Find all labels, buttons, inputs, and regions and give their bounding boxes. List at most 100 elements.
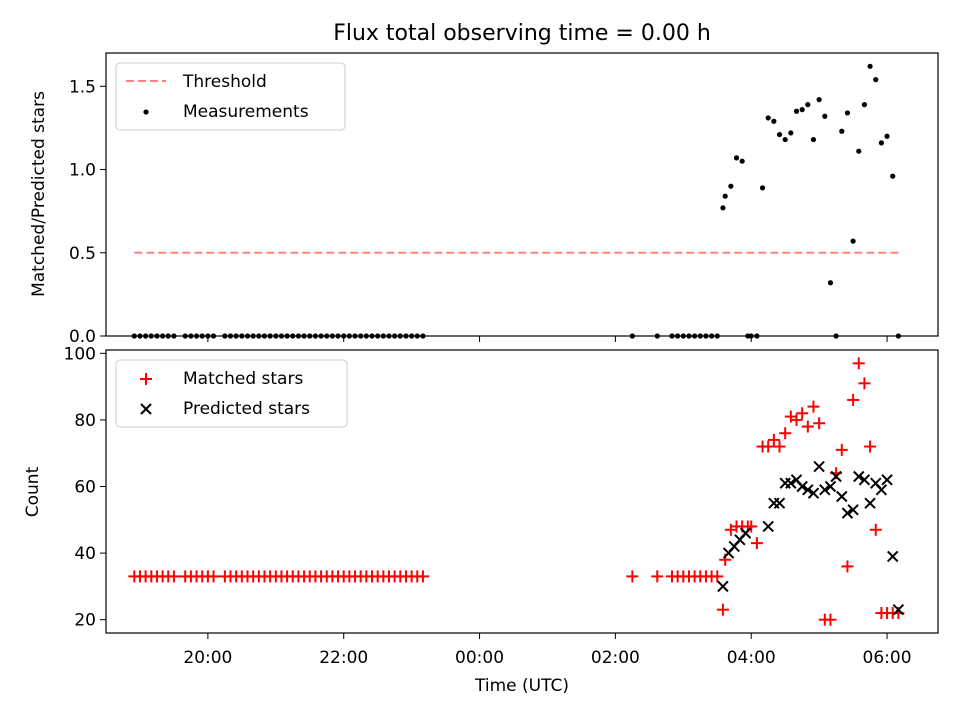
bottom-legend: Matched stars Predicted stars <box>115 359 348 428</box>
measurement-point <box>799 107 805 113</box>
predicted-star-point <box>813 460 825 473</box>
measurement-point <box>733 155 740 161</box>
matched-star-point <box>762 440 775 453</box>
measurement-point <box>890 173 896 179</box>
matched-star-point <box>847 393 860 406</box>
matched-star-point <box>711 570 724 583</box>
top-legend-box <box>115 62 346 131</box>
y-tick-label: 1.0 <box>69 161 96 181</box>
predicted-stars-series <box>717 460 905 616</box>
predicted-star-point <box>847 504 859 516</box>
matched-star-point <box>813 417 826 430</box>
matched-star-point <box>841 560 854 573</box>
predicted-star-point <box>796 480 808 493</box>
bottom-axis-ticks: 20:00 22:00 00:00 02:00 04:00 06:00 20 40 60 80 10… <box>64 344 912 668</box>
measurement-point <box>861 102 868 108</box>
measurement-point <box>810 136 817 143</box>
measurement-point <box>867 63 873 69</box>
predicted-star-point <box>858 474 871 486</box>
bottom-panel: 20:00 22:00 00:00 02:00 04:00 06:00 20 40 60 80 10… <box>23 344 939 696</box>
predicted-star-point <box>864 497 876 509</box>
matched-star-point <box>773 440 786 453</box>
x-tick-label: 22:00 <box>319 648 368 668</box>
measurement-point <box>822 113 828 119</box>
legend-measurements-swatch <box>143 109 149 115</box>
predicted-star-point <box>892 603 905 616</box>
matched-star-point <box>767 433 780 446</box>
predicted-star-point <box>785 477 797 489</box>
x-tick-label: 06:00 <box>863 648 912 668</box>
legend-matched-label: Matched stars <box>183 369 303 389</box>
predicted-star-point <box>853 470 865 483</box>
bottom-plot-frame <box>105 349 939 634</box>
predicted-star-point <box>875 484 888 496</box>
legend-predicted-swatch <box>140 403 152 415</box>
measurement-point <box>844 110 851 116</box>
y-tick-label: 0.0 <box>69 327 96 347</box>
matched-star-point <box>858 377 871 390</box>
matched-star-point <box>416 570 429 583</box>
measurement-point <box>765 115 771 121</box>
predicted-star-point <box>841 507 854 519</box>
y-tick-label: 1.5 <box>69 77 96 97</box>
x-tick-label: 02:00 <box>591 648 640 668</box>
measurement-point <box>728 183 734 189</box>
measurement-point <box>720 205 726 211</box>
predicted-star-point <box>830 470 842 483</box>
predicted-star-point <box>819 484 831 496</box>
predicted-star-point <box>762 520 774 533</box>
measurement-point <box>722 193 728 199</box>
measurement-point <box>850 238 856 244</box>
measurement-point <box>788 130 794 136</box>
measurement-point <box>759 185 766 191</box>
chart-title: Flux total observing time = 0.00 h <box>333 21 711 46</box>
legend-matched-swatch <box>140 373 152 385</box>
y-tick-label: 0.5 <box>69 244 96 264</box>
top-panel: 0.0 0.5 1.0 1.5 Matched/Predicted stars Thr… <box>29 52 939 347</box>
x-tick-label: 04:00 <box>727 648 776 668</box>
predicted-star-point <box>773 497 786 509</box>
measurement-point <box>782 136 788 143</box>
matched-star-point <box>207 570 220 583</box>
legend-predicted-label: Predicted stars <box>183 399 310 419</box>
measurement-point <box>739 158 745 164</box>
measurement-point <box>856 148 862 154</box>
matched-stars-series <box>128 357 905 626</box>
matched-star-point <box>796 407 809 420</box>
legend-measurements-label: Measurements <box>183 102 309 122</box>
matched-star-point <box>869 523 882 536</box>
y-tick-label: 60 <box>74 478 96 498</box>
y-tick-label: 40 <box>74 544 96 564</box>
measurement-point <box>816 97 822 103</box>
matched-star-point <box>750 537 763 550</box>
measurement-point <box>805 102 811 108</box>
x-tick-label: 00:00 <box>455 648 504 668</box>
matched-star-point <box>864 440 877 453</box>
matched-star-point <box>790 413 803 426</box>
matched-star-point <box>801 420 814 433</box>
predicted-star-point <box>824 480 837 493</box>
matched-star-point <box>745 520 758 533</box>
x-tick-label: 20:00 <box>183 648 232 668</box>
predicted-star-point <box>802 484 814 496</box>
predicted-star-point <box>836 490 848 503</box>
matched-star-point <box>716 603 729 616</box>
measurement-point <box>771 118 777 124</box>
y-tick-label: 100 <box>64 344 96 364</box>
predicted-star-point <box>739 527 752 539</box>
predicted-star-point <box>807 487 820 499</box>
measurement-point <box>827 280 834 286</box>
x-axis-label: Time (UTC) <box>474 676 569 696</box>
top-axis-ticks: 0.0 0.5 1.0 1.5 <box>69 77 888 347</box>
measurement-point <box>839 128 845 134</box>
y-tick-label: 80 <box>74 411 96 431</box>
measurement-point <box>793 108 800 114</box>
measurement-point <box>873 77 879 83</box>
measurement-point <box>878 140 885 146</box>
matched-star-point <box>852 357 865 370</box>
bottom-legend-box <box>115 359 348 428</box>
y-tick-label: 20 <box>74 611 96 631</box>
predicted-star-point <box>717 580 729 593</box>
matched-star-point <box>835 443 848 456</box>
